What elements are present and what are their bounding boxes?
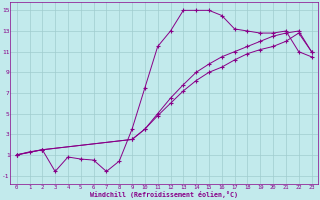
X-axis label: Windchill (Refroidissement éolien,°C): Windchill (Refroidissement éolien,°C)	[90, 191, 238, 198]
